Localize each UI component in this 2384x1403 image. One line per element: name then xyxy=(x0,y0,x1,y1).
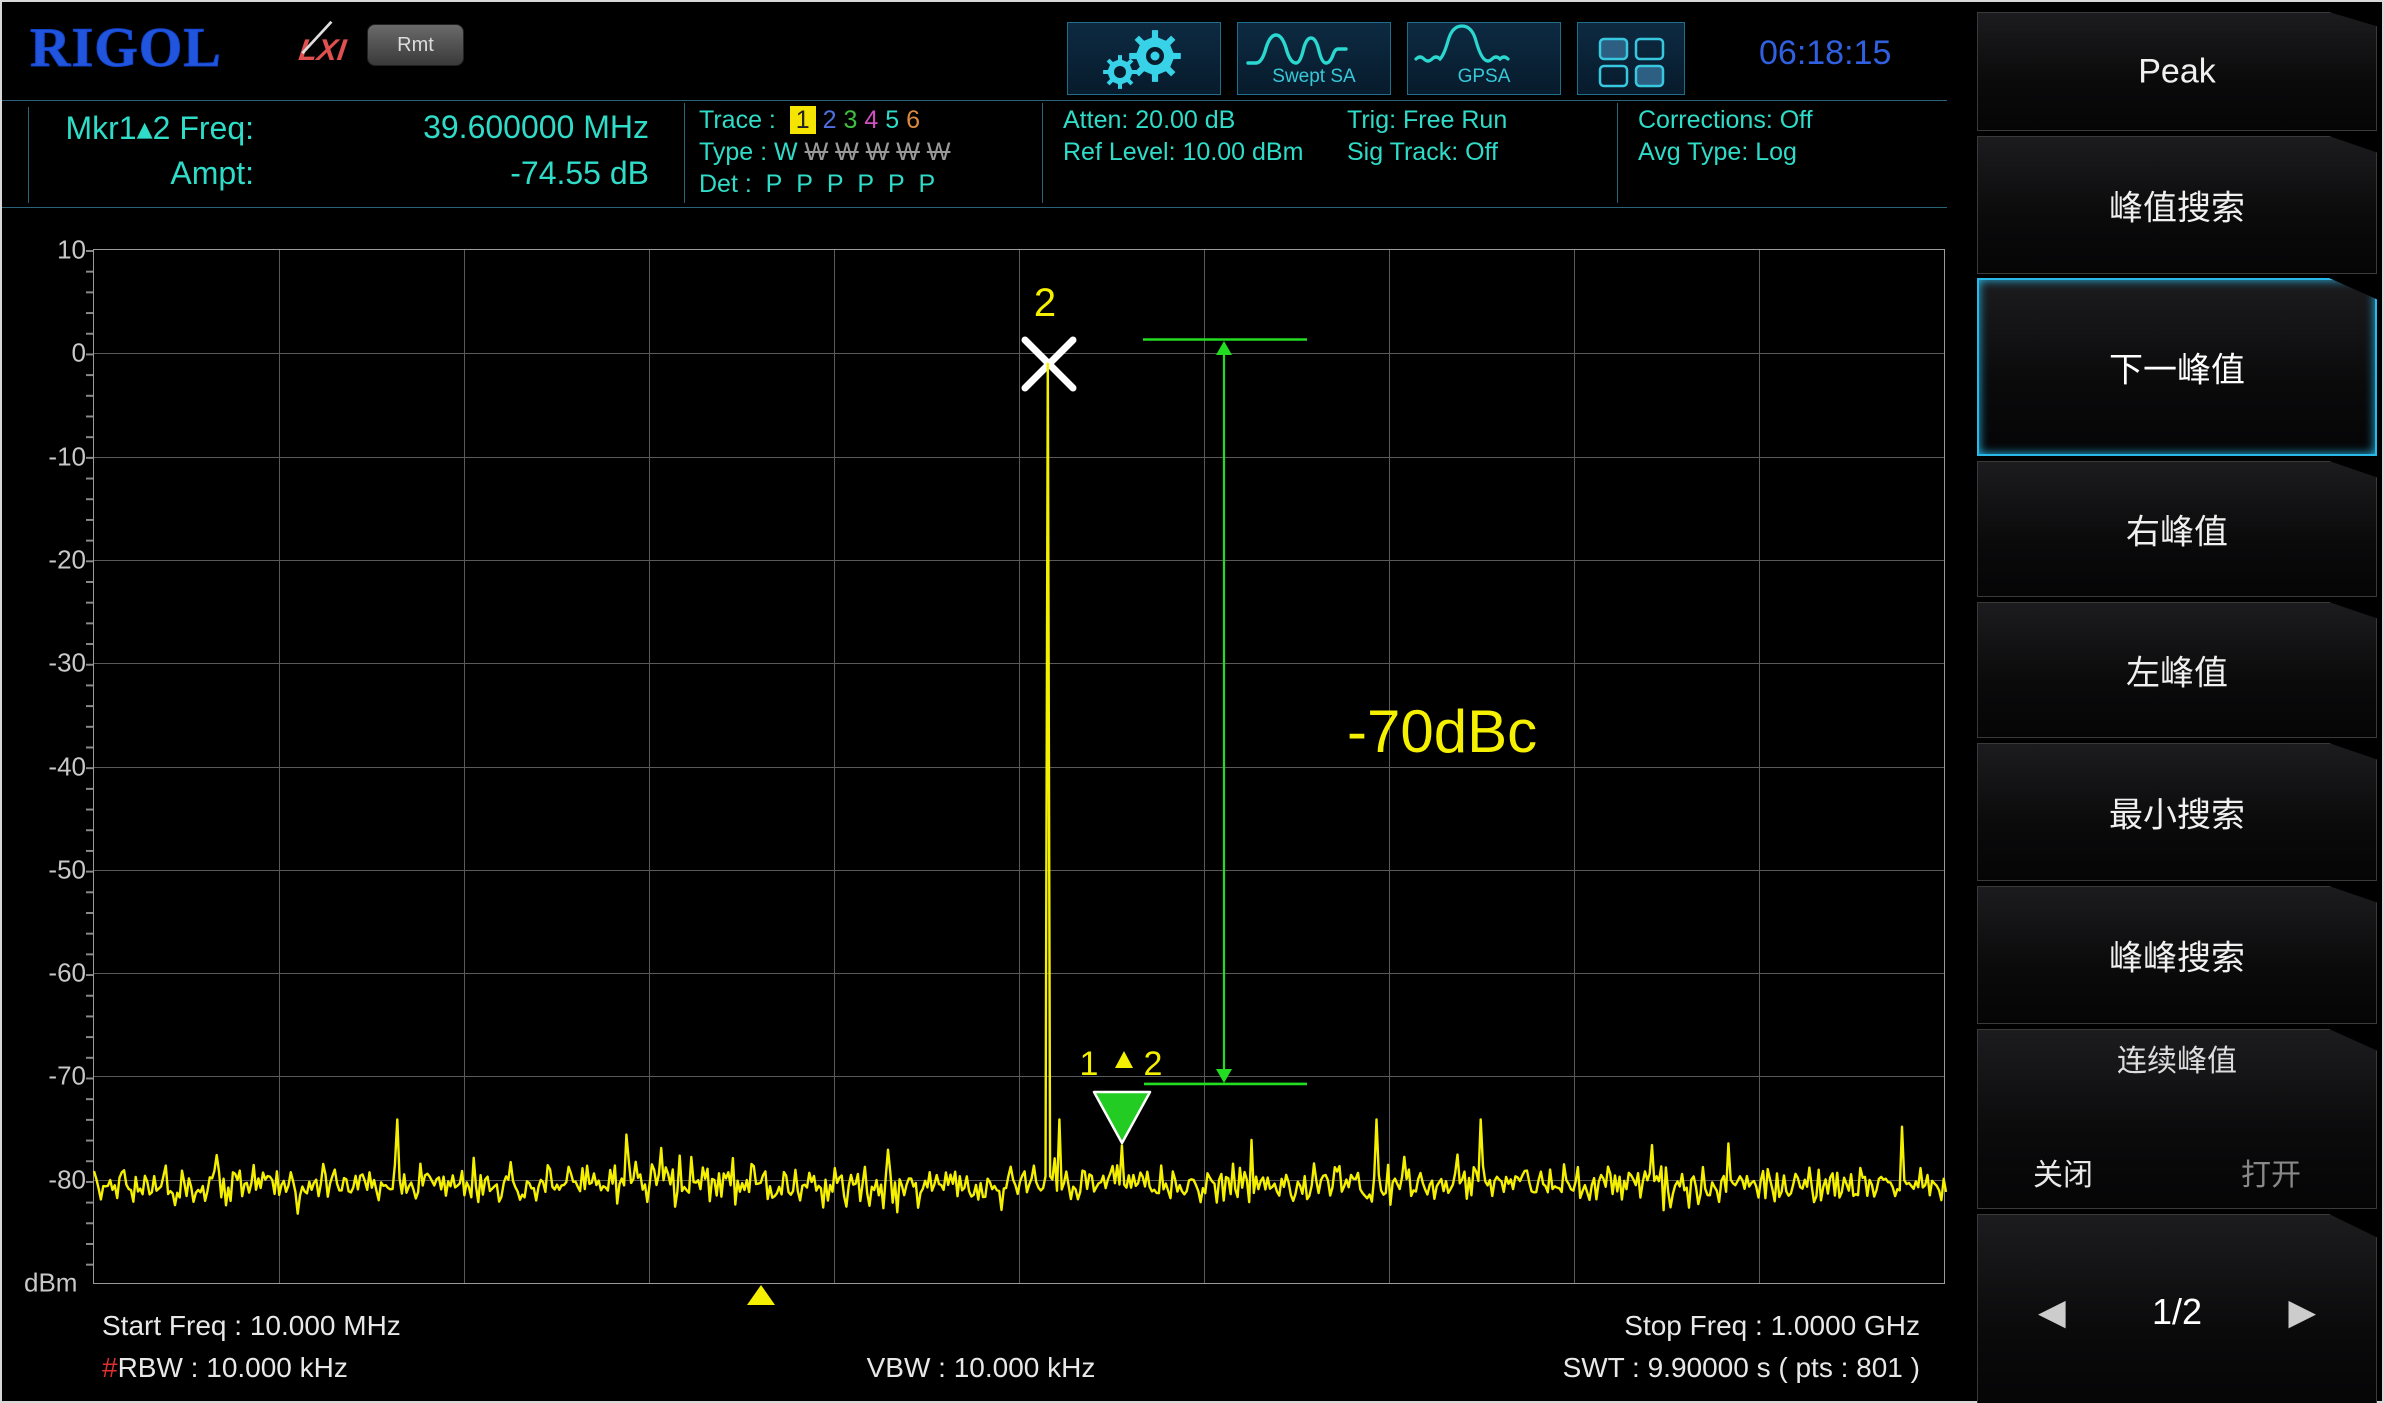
svg-text:1: 1 xyxy=(1080,1045,1099,1083)
svg-text:2: 2 xyxy=(1144,1045,1163,1083)
svg-text:-70dBc: -70dBc xyxy=(1347,698,1537,765)
svg-text:2: 2 xyxy=(1034,281,1056,325)
